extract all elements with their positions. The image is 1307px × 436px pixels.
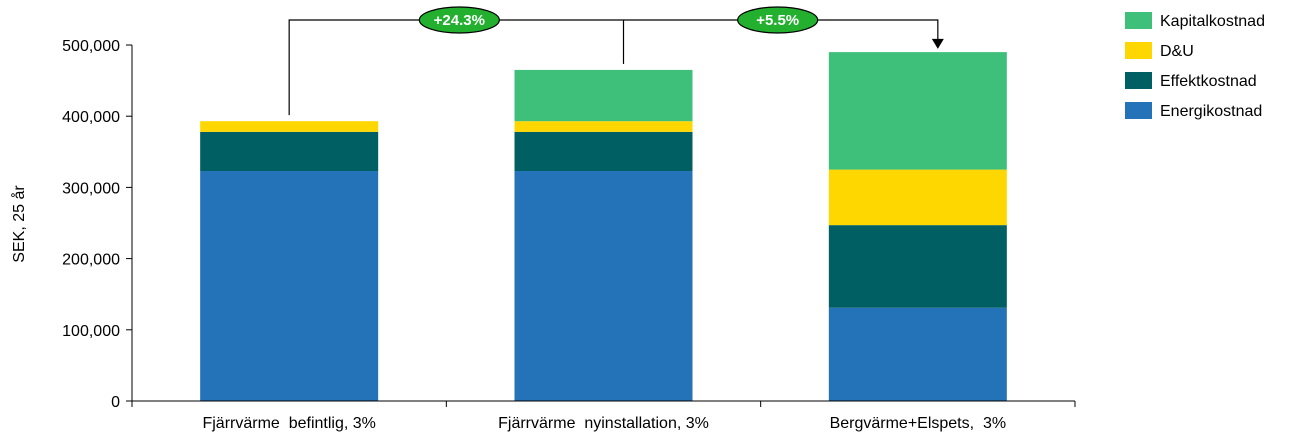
annotations: +24.3% +5.5% [288,6,944,116]
annotation-arrowhead [931,38,944,49]
change-badge [418,6,500,34]
bar-segment-d-u-2 [828,169,1007,226]
x-axis: Fjärrvärme befintlig, 3% Fjärrvärme nyins… [131,400,1076,432]
change-badge [737,6,819,34]
legend-swatch-effektkostnad [1125,72,1152,89]
bar-segment-effektkostnad-0 [200,131,379,172]
y-tick-label: 100,000 [62,323,120,340]
x-category-label: Fjärrvärme befintlig, 3% [202,415,375,432]
legend-swatch-kapitalkostnad [1125,12,1152,29]
change-badge-label: +24.3% [434,12,485,29]
bar-segment-d-u-0 [200,121,379,132]
legend-label: Kapitalkostnad [1160,13,1265,30]
bar-segment-energikostnad-1 [514,171,693,401]
y-tick-label: 400,000 [62,109,120,126]
change-badge-label: +5.5% [756,12,799,29]
legend-swatch-energikostnad [1125,102,1152,119]
annotation-bracket [288,19,939,116]
x-category-label: Bergvärme+Elspets, 3% [830,415,1007,432]
legend: Kapitalkostnad D&U Effektkostnad Energikost… [1125,12,1265,120]
bars [200,52,1007,401]
y-tick-label: 300,000 [62,180,120,197]
bar-segment-energikostnad-0 [200,171,379,401]
y-tick-label: 500,000 [62,38,120,55]
bar-segment-effektkostnad-1 [514,131,693,172]
y-tick-label: 200,000 [62,252,120,269]
bar-segment-kapitalkostnad-1 [514,69,693,122]
bar-segment-effektkostnad-2 [828,225,1007,308]
y-axis: 0 100,000 200,000 300,000 400,000 500,000 [62,38,133,411]
bar-segment-kapitalkostnad-2 [828,52,1007,170]
legend-label: D&U [1160,43,1194,60]
y-tick-label: 0 [111,394,120,411]
x-category-label: Fjärrvärme nyinstallation, 3% [498,415,709,432]
y-axis-label: SEK, 25 år [10,185,28,263]
legend-label: Effektkostnad [1160,73,1257,90]
legend-label: Energikostnad [1160,103,1262,120]
bar-segment-d-u-1 [514,121,693,132]
legend-swatch-d-u [1125,42,1152,59]
bar-segment-energikostnad-2 [828,307,1007,401]
